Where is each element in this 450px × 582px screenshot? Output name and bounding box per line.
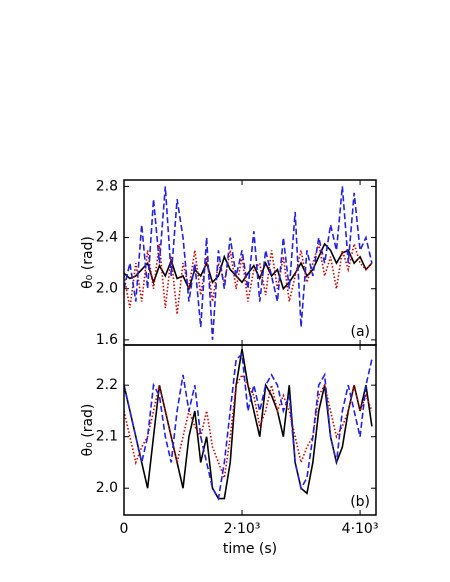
y-axis-label: θ₀ (rad)	[80, 236, 96, 289]
panel-label: (b)	[350, 494, 370, 510]
x-tick-label: 0	[120, 521, 129, 537]
y-tick-label: 1.6	[96, 332, 118, 348]
x-axis-label: time (s)	[223, 541, 277, 557]
y-tick-label: 2.0	[96, 480, 118, 496]
y-tick-label: 2.1	[96, 429, 118, 445]
data-line	[124, 348, 373, 500]
y-tick-label: 2.0	[96, 281, 118, 297]
y-tick-label: 2.4	[96, 230, 118, 246]
y-tick-label: 2.8	[96, 178, 118, 194]
panel-label: (a)	[350, 324, 370, 340]
data-line	[124, 373, 373, 482]
data-line	[124, 352, 373, 501]
data-line	[124, 240, 373, 315]
data-line	[124, 242, 373, 291]
plot-frame	[123, 344, 377, 516]
data-line	[124, 186, 373, 340]
x-tick-label: 4·10³	[342, 521, 379, 537]
y-axis-label: θ₀ (rad)	[80, 404, 96, 457]
x-tick-label: 2·10³	[224, 521, 261, 537]
y-tick-label: 2.2	[96, 377, 118, 393]
